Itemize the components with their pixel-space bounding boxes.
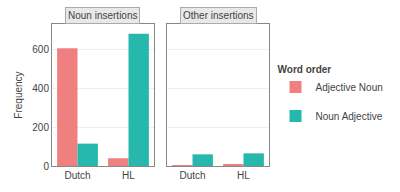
- svg-text:0: 0: [43, 161, 49, 172]
- svg-text:HL: HL: [237, 170, 250, 181]
- svg-text:Frequency: Frequency: [13, 71, 24, 118]
- svg-text:Word order: Word order: [278, 64, 332, 75]
- svg-text:400: 400: [32, 83, 49, 94]
- svg-text:600: 600: [32, 44, 49, 55]
- svg-text:200: 200: [32, 122, 49, 133]
- svg-text:Noun insertions: Noun insertions: [68, 10, 137, 21]
- svg-text:Adjective Noun: Adjective Noun: [316, 82, 383, 93]
- svg-text:Dutch: Dutch: [64, 170, 90, 181]
- svg-text:Dutch: Dutch: [179, 170, 205, 181]
- svg-text:Other insertions: Other insertions: [183, 10, 254, 21]
- svg-text:Noun Adjective: Noun Adjective: [316, 111, 383, 122]
- svg-text:HL: HL: [122, 170, 135, 181]
